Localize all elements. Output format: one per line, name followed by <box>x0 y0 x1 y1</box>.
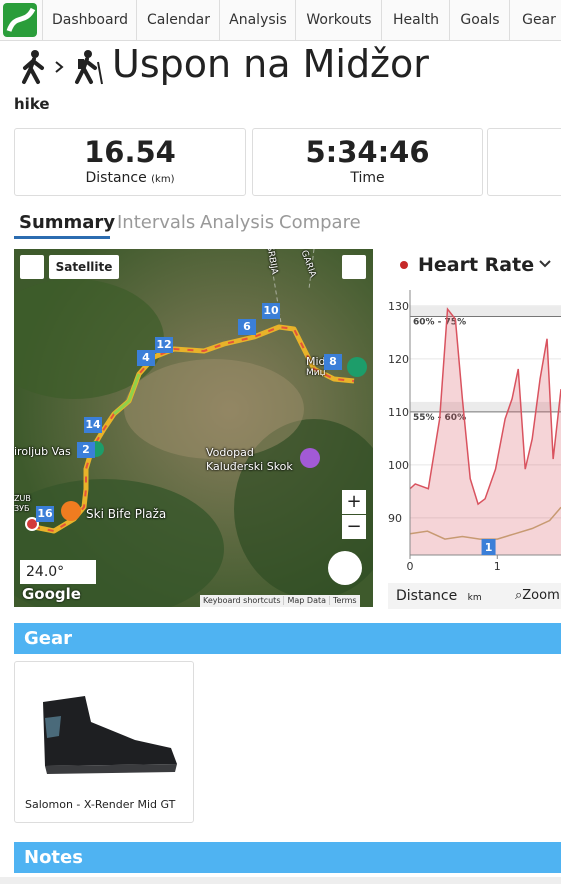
lap-marker <box>481 539 496 555</box>
stat-label: Distance (km) <box>15 170 245 186</box>
zoom-button[interactable]: ⌕Zoom <box>515 588 560 603</box>
nav-tab[interactable]: Gear <box>509 0 561 40</box>
map-logo: Google <box>22 585 81 603</box>
gear-card[interactable]: Salomon - X-Render Mid GT <box>14 661 194 823</box>
zoom-label: Zoom <box>522 588 560 603</box>
gear-heading: Gear <box>24 628 73 649</box>
map-place: Ski Bife Plaža <box>86 507 167 521</box>
activity-icons <box>22 50 103 85</box>
nav-tab[interactable]: Dashboard <box>42 0 137 40</box>
y-tick-label: 120 <box>388 353 409 366</box>
weather: 24.0° <box>20 560 96 584</box>
nav-tab[interactable]: Health <box>381 0 450 40</box>
stat-label: Time <box>350 170 385 186</box>
tab[interactable]: Summary <box>19 212 116 233</box>
map-place: Kaluđerski Skok <box>206 460 293 473</box>
nav-bar: Dashboard Calendar Analysis Workouts Hea… <box>0 0 561 41</box>
stat-label-text: Distance <box>85 170 147 186</box>
pan-control[interactable] <box>328 551 362 585</box>
gear-header: Gear <box>14 623 561 654</box>
legend-dot <box>400 261 408 269</box>
route-marker[interactable]: 2 <box>77 442 95 458</box>
gear-image <box>25 682 185 780</box>
bottom-strip <box>0 877 561 884</box>
settings-button[interactable] <box>342 255 366 279</box>
map-place: Vodopad <box>206 446 254 459</box>
stat-card <box>487 128 561 196</box>
plot-bg <box>410 290 561 555</box>
map-place: Миџ <box>306 368 326 378</box>
map-footer: Keyboard shortcuts Map Data Terms <box>200 595 360 607</box>
x-axis-label[interactable]: Distance <box>396 588 458 604</box>
tab-bar: Summary Intervals Analysis Compare <box>0 212 561 240</box>
tab[interactable]: Compare <box>279 212 361 233</box>
zoom-in[interactable]: + <box>342 490 366 514</box>
nav-tab[interactable]: Goals <box>449 0 510 40</box>
route-marker[interactable]: 10 <box>262 303 280 319</box>
zone-band <box>410 306 561 317</box>
tab[interactable]: Intervals <box>117 212 196 233</box>
line <box>409 307 561 506</box>
route-marker[interactable]: 14 <box>84 417 102 433</box>
route-marker[interactable]: 12 <box>155 337 173 353</box>
notes-heading: Notes <box>24 847 83 868</box>
gear-name: Salomon - X-Render Mid GT <box>25 798 176 811</box>
route-marker[interactable]: 16 <box>36 506 54 522</box>
x-tick-label: 1 <box>494 560 501 573</box>
nav-tab[interactable]: Calendar <box>136 0 220 40</box>
x-tick-label: 0 <box>407 560 414 573</box>
logo <box>3 3 37 37</box>
activity-type: hike <box>14 95 50 113</box>
temperature: 24.0° <box>26 564 65 580</box>
satellite-button[interactable]: Satellite <box>49 255 119 279</box>
map: Satellite Vodopad Kaluđerski Skok Ski Bi… <box>14 249 373 607</box>
notes-header: Notes <box>14 842 561 873</box>
area <box>410 309 561 555</box>
chart-title[interactable]: Heart Rate <box>418 254 535 276</box>
stat-unit: (km) <box>151 174 175 185</box>
nav-tab[interactable]: Workouts <box>295 0 382 40</box>
map-terrain <box>14 249 373 607</box>
fullscreen-button[interactable] <box>20 255 44 279</box>
lap-marker-label: 1 <box>485 541 493 554</box>
x-axis-unit: km <box>467 593 482 603</box>
tab-underline <box>14 236 110 239</box>
map-place: iroljub Vas <box>14 445 71 458</box>
map-place: ZUB <box>14 494 31 503</box>
chevron[interactable] <box>538 259 552 269</box>
map-footer-link[interactable]: Terms <box>329 596 360 605</box>
stat-card: 5:34:46 Time <box>252 128 483 196</box>
map-place: Mid <box>306 355 326 368</box>
chart-toolbar: Distance km ⌕Zoom <box>388 583 561 609</box>
y-tick-label: 100 <box>388 459 409 472</box>
activity-title: Uspon na Midžor <box>112 42 429 86</box>
y-tick-label: 110 <box>388 406 409 419</box>
map-footer-link[interactable]: Keyboard shortcuts <box>203 596 281 605</box>
zone-label: 60% - 75% <box>413 318 466 328</box>
route-marker[interactable]: 6 <box>238 319 256 335</box>
map-place: ЗУБ <box>14 504 30 513</box>
nav-tab[interactable]: Analysis <box>219 0 296 40</box>
route-marker[interactable]: 8 <box>324 354 342 370</box>
y-tick-label: 130 <box>388 300 409 313</box>
zoom-out[interactable]: − <box>342 515 366 539</box>
map-footer-link[interactable]: Map Data <box>283 596 330 605</box>
stat-card: 16.54 Distance (km) <box>14 128 246 196</box>
stat-value: 5:34:46 <box>305 135 430 169</box>
stat-value: 16.54 <box>84 135 176 169</box>
y-tick-label: 90 <box>388 512 402 525</box>
tab[interactable]: Analysis <box>200 212 275 233</box>
zone-band <box>410 401 561 412</box>
route-marker[interactable]: 4 <box>137 350 155 366</box>
